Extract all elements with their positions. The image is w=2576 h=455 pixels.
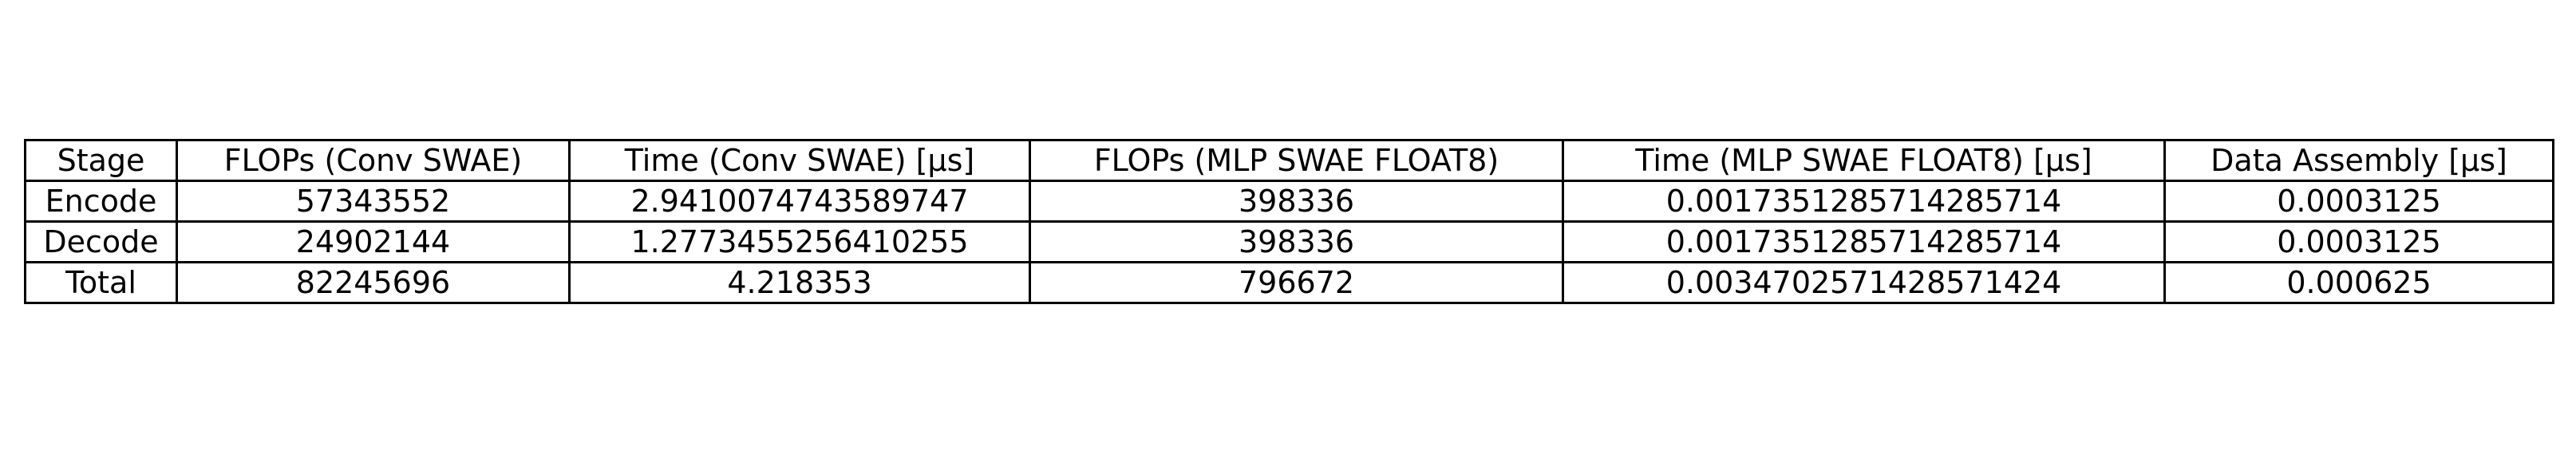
table-cell: Decode — [24, 220, 178, 263]
table-cell: 398336 — [1029, 180, 1564, 223]
results-table: Stage FLOPs (Conv SWAE) Time (Conv SWAE)… — [24, 139, 2554, 304]
table-cell: 0.0017351285714285714 — [1562, 220, 2166, 263]
results-table-container: Stage FLOPs (Conv SWAE) Time (Conv SWAE)… — [24, 139, 2554, 304]
table-row-decode: Decode 24902144 1.2773455256410255 39833… — [24, 220, 2554, 263]
table-cell: 2.9410074743589747 — [568, 180, 1031, 223]
table-cell: 398336 — [1029, 220, 1564, 263]
table-cell: 0.0003125 — [2163, 180, 2554, 223]
table-cell: Encode — [24, 180, 178, 223]
header-flops-mlp-swae-float8: FLOPs (MLP SWAE FLOAT8) — [1029, 139, 1564, 182]
table-cell: Total — [24, 261, 178, 304]
table-header-row: Stage FLOPs (Conv SWAE) Time (Conv SWAE)… — [24, 139, 2554, 182]
table-cell: 0.0034702571428571424 — [1562, 261, 2166, 304]
table-cell: 1.2773455256410255 — [568, 220, 1031, 263]
table-cell: 0.0017351285714285714 — [1562, 180, 2166, 223]
table-cell: 82245696 — [176, 261, 571, 304]
table-row-total: Total 82245696 4.218353 796672 0.0034702… — [24, 261, 2554, 304]
header-data-assembly: Data Assembly [µs] — [2163, 139, 2554, 182]
header-time-mlp-swae-float8: Time (MLP SWAE FLOAT8) [µs] — [1562, 139, 2166, 182]
table-cell: 796672 — [1029, 261, 1564, 304]
table-cell: 0.000625 — [2163, 261, 2554, 304]
table-cell: 4.218353 — [568, 261, 1031, 304]
header-time-conv-swae: Time (Conv SWAE) [µs] — [568, 139, 1031, 182]
table-cell: 0.0003125 — [2163, 220, 2554, 263]
table-cell: 24902144 — [176, 220, 571, 263]
table-cell: 57343552 — [176, 180, 571, 223]
header-flops-conv-swae: FLOPs (Conv SWAE) — [176, 139, 571, 182]
table-row-encode: Encode 57343552 2.9410074743589747 39833… — [24, 180, 2554, 223]
header-stage: Stage — [24, 139, 178, 182]
